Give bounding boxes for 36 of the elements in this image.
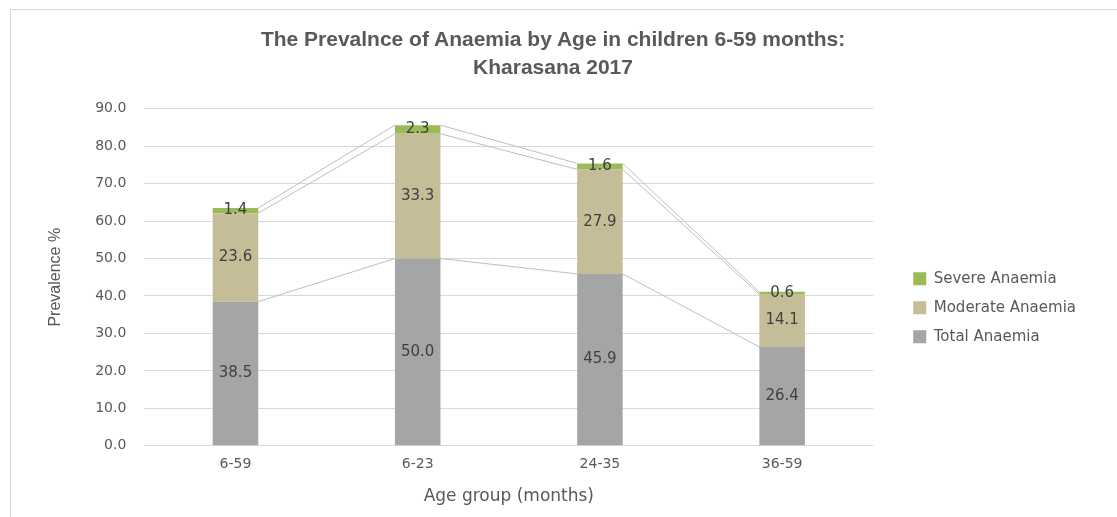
x-tick-label: 24-35 xyxy=(579,454,621,471)
bar xyxy=(212,301,259,446)
y-tick-label: 30.0 xyxy=(95,324,127,341)
bar xyxy=(212,213,259,302)
bar xyxy=(577,169,623,274)
x-axis-title: Age group (months) xyxy=(423,485,594,506)
data-label: 23.6 xyxy=(218,247,253,266)
data-label: 14.1 xyxy=(765,310,799,329)
data-label: 38.5 xyxy=(218,363,253,382)
y-tick-label: 90.0 xyxy=(95,99,127,116)
bar xyxy=(394,133,441,259)
y-tick-label: 40.0 xyxy=(95,286,127,303)
data-label: 45.9 xyxy=(583,349,617,368)
y-tick-label: 60.0 xyxy=(95,211,127,228)
legend-label: Total Anaemia xyxy=(932,326,1040,345)
y-axis-title: Prevalence % xyxy=(46,227,64,327)
y-tick-label: 70.0 xyxy=(95,174,127,191)
bar xyxy=(577,273,623,446)
data-label: 27.9 xyxy=(583,211,617,230)
data-label: 50.0 xyxy=(400,341,435,360)
x-tick-label: 36-59 xyxy=(761,454,803,471)
bar xyxy=(394,258,441,446)
y-tick-label: 80.0 xyxy=(95,136,127,153)
y-tick-label: 20.0 xyxy=(95,361,127,378)
data-label: 2.3 xyxy=(405,119,430,138)
x-tick-label: 6-59 xyxy=(219,454,252,471)
data-label: 26.4 xyxy=(765,386,799,404)
data-label: 33.3 xyxy=(400,186,435,205)
x-tick-label: 6-23 xyxy=(401,454,434,471)
chart-title: The Prevalnce of Anaemia by Age in children 6-59 months: Kharasana 2017 xyxy=(260,26,846,79)
y-tick-label: 10.0 xyxy=(95,398,127,415)
y-tick-label: 0.0 xyxy=(104,436,127,453)
legend-label: Moderate Anaemia xyxy=(933,297,1076,316)
bar xyxy=(759,346,805,446)
y-tick-label: 50.0 xyxy=(95,249,127,266)
legend-label: Severe Anaemia xyxy=(933,268,1057,287)
